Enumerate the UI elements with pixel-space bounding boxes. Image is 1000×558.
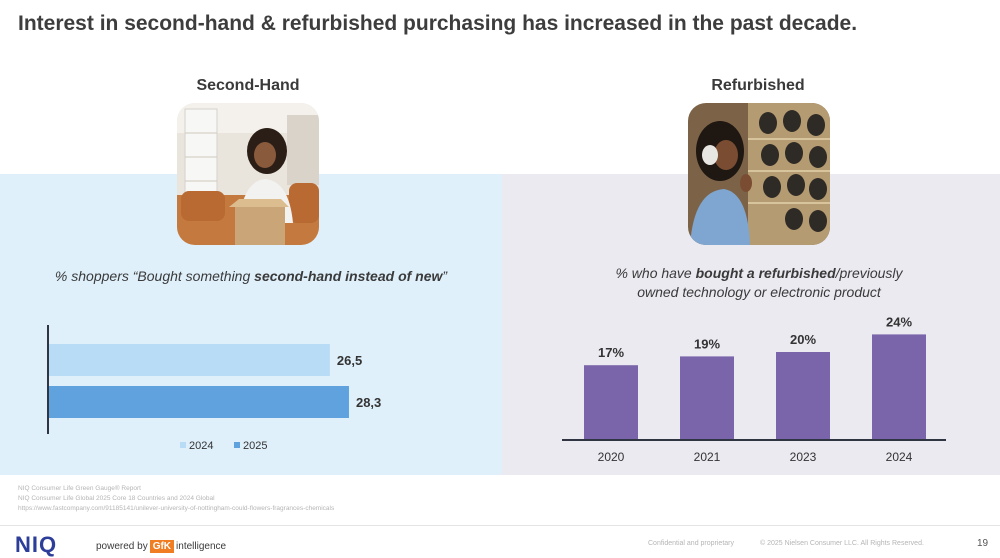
- confidential-note: Confidential and proprietary: [648, 540, 734, 547]
- data-label-2020: 17%: [598, 345, 624, 360]
- powered-by: powered by GfK intelligence: [96, 540, 227, 553]
- gfk-logo: GfK: [149, 540, 175, 553]
- footer-divider: [0, 525, 1000, 526]
- niq-logo: NIQ: [15, 532, 58, 557]
- legend-swatch-2024: [180, 442, 186, 448]
- bar-2024: [49, 344, 330, 376]
- x-tick-2020: 2020: [598, 450, 625, 464]
- bar-2023: [776, 352, 830, 440]
- data-label-2024: 26,5: [337, 353, 362, 368]
- data-label-2023: 20%: [790, 332, 816, 347]
- x-tick-2021: 2021: [694, 450, 721, 464]
- copyright-note: © 2025 Nielsen Consumer LLC. All Rights …: [760, 540, 924, 547]
- source-line-3: https://www.fastcompany.com/91185141/uni…: [18, 505, 335, 512]
- x-tick-2024: 2024: [886, 450, 913, 464]
- page-number: 19: [977, 538, 989, 549]
- bar-2025: [49, 386, 349, 418]
- data-label-2024: 24%: [886, 314, 912, 329]
- legend-label-2024: 2024: [189, 440, 213, 452]
- bar-2024: [872, 334, 926, 440]
- bar-2021: [680, 356, 734, 440]
- x-tick-2023: 2023: [790, 450, 817, 464]
- refurbished-subtitle: % who have bought a refurbished/previous…: [615, 265, 903, 300]
- second-hand-heading: Second-Hand: [196, 77, 300, 94]
- bar-2020: [584, 365, 638, 440]
- refurbished-photo: [688, 103, 830, 245]
- legend-swatch-2025: [234, 442, 240, 448]
- second-hand-photo: [177, 103, 319, 245]
- second-hand-subtitle: % shoppers “Bought something second-hand…: [54, 268, 448, 284]
- source-line-1: NIQ Consumer Life Green Gauge® Report: [18, 485, 141, 492]
- legend-label-2025: 2025: [243, 440, 267, 452]
- source-notes: NIQ Consumer Life Green Gauge® Report NI…: [18, 484, 334, 514]
- source-line-2: NIQ Consumer Life Global 2025 Core 18 Co…: [18, 495, 215, 502]
- data-label-2025: 28,3: [356, 395, 381, 410]
- refurbished-heading: Refurbished: [711, 77, 805, 94]
- second-hand-bar-chart: 26,5 28,3 2024 2025: [47, 325, 381, 452]
- refurbished-bar-chart: 17% 2020 19% 2021 20% 2023 24% 2024: [562, 314, 946, 464]
- data-label-2021: 19%: [694, 336, 720, 351]
- slide-title: Interest in second-hand & refurbished pu…: [18, 12, 858, 35]
